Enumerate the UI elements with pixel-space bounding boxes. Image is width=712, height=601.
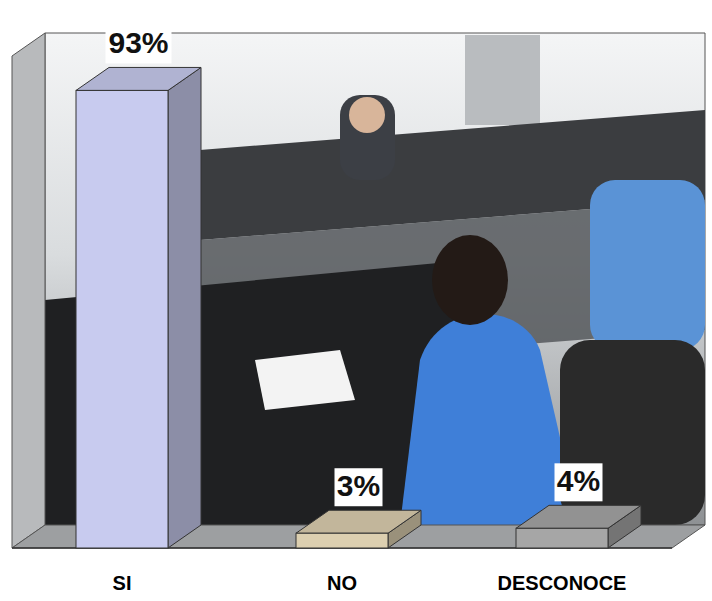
scene-person-right	[590, 180, 705, 350]
scene-head	[349, 97, 385, 133]
data-label-patch	[335, 468, 383, 506]
bar-front	[296, 533, 388, 548]
bar-side	[168, 67, 201, 548]
category-label: SI	[113, 572, 132, 594]
scene-paper	[255, 350, 355, 410]
category-label: NO	[327, 572, 357, 594]
scene-person	[340, 95, 395, 180]
bar-top	[516, 505, 641, 528]
bars	[76, 67, 641, 548]
data-label: 4%	[557, 464, 600, 497]
bar-top	[76, 67, 201, 90]
scene-hair	[432, 235, 508, 325]
chart-root: 93% SI 3% NO 4% DESCONOCE	[0, 0, 712, 601]
bar	[296, 510, 421, 548]
data-label: 3%	[337, 469, 380, 502]
labels: 93% SI 3% NO 4% DESCONOCE	[106, 25, 627, 594]
data-label-patch	[106, 25, 172, 63]
category-label: DESCONOCE	[498, 572, 627, 594]
bar-top	[296, 510, 421, 533]
side-wall	[12, 33, 45, 548]
data-label-patch	[555, 463, 603, 501]
bar-front	[516, 528, 608, 548]
bar-front	[76, 90, 168, 548]
scene-shirt	[400, 314, 580, 525]
bar	[516, 505, 641, 548]
bar	[76, 67, 201, 548]
data-label: 93%	[108, 26, 168, 59]
scene-window	[465, 35, 540, 125]
